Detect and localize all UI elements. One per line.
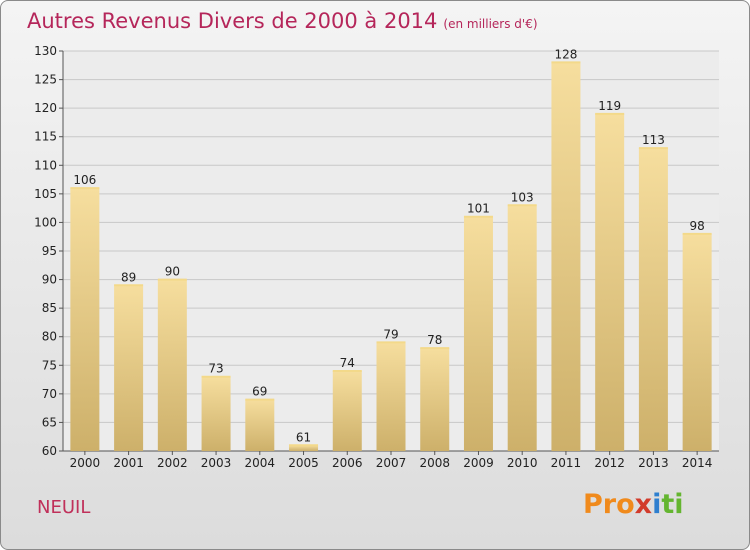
x-tick-label: 2001: [113, 456, 144, 470]
bar: [332, 371, 362, 451]
bar: [682, 233, 712, 451]
bar: [289, 445, 319, 451]
y-tick-label: 105: [34, 187, 57, 201]
y-tick-label: 100: [34, 215, 57, 229]
bar: [201, 376, 231, 451]
data-label: 106: [73, 173, 96, 187]
x-tick-label: 2005: [288, 456, 319, 470]
x-tick-label: 2009: [463, 456, 494, 470]
y-tick-label: 70: [42, 387, 57, 401]
x-tick-label: 2013: [638, 456, 669, 470]
logo-part-4: ti: [661, 489, 684, 520]
logo-part-2: x: [634, 489, 653, 520]
bar: [463, 216, 493, 451]
proxiti-logo: Proxiti: [583, 489, 684, 520]
y-tick-label: 85: [42, 301, 57, 315]
x-tick-label: 2011: [551, 456, 582, 470]
bar: [420, 348, 450, 451]
data-label: 103: [511, 190, 534, 204]
bar: [157, 279, 187, 451]
y-tick-label: 120: [34, 101, 57, 115]
y-tick-label: 125: [34, 73, 57, 87]
data-label: 78: [427, 333, 442, 347]
x-tick-label: 2000: [70, 456, 101, 470]
bar: [114, 285, 144, 451]
data-label: 69: [252, 385, 267, 399]
x-tick-label: 2007: [376, 456, 407, 470]
data-label: 128: [554, 47, 577, 61]
logo-part-3: i: [652, 489, 662, 520]
y-tick-label: 95: [42, 244, 57, 258]
chart-title: Autres Revenus Divers de 2000 à 2014 (en …: [27, 9, 538, 33]
y-tick-label: 60: [42, 444, 57, 458]
data-label: 113: [642, 133, 665, 147]
bar: [376, 342, 406, 451]
bar: [551, 62, 581, 452]
x-tick-label: 2010: [507, 456, 538, 470]
bar: [245, 399, 275, 451]
data-label: 90: [165, 265, 180, 279]
data-label: 119: [598, 99, 621, 113]
bar: [507, 205, 537, 451]
x-tick-label: 2008: [419, 456, 450, 470]
x-tick-label: 2012: [594, 456, 625, 470]
data-label: 74: [340, 356, 355, 370]
logo-part-1: Pro: [583, 489, 635, 520]
bar: [595, 113, 625, 451]
x-tick-label: 2003: [201, 456, 232, 470]
x-tick-label: 2006: [332, 456, 363, 470]
y-tick-label: 110: [34, 158, 57, 172]
data-label: 98: [689, 219, 704, 233]
data-label: 89: [121, 270, 136, 284]
x-tick-label: 2002: [157, 456, 188, 470]
bar: [70, 188, 100, 451]
y-tick-label: 130: [34, 44, 57, 58]
y-tick-label: 65: [42, 415, 57, 429]
chart-title-text: Autres Revenus Divers de 2000 à 2014: [27, 9, 438, 33]
x-tick-label: 2004: [245, 456, 276, 470]
chart-unit: (en milliers d'€): [443, 17, 538, 31]
y-tick-label: 90: [42, 273, 57, 287]
commune-name: NEUIL: [37, 497, 91, 518]
y-tick-label: 75: [42, 358, 57, 372]
data-label: 79: [383, 327, 398, 341]
bar: [638, 148, 668, 451]
x-tick-label: 2014: [682, 456, 713, 470]
data-label: 101: [467, 202, 490, 216]
y-tick-label: 80: [42, 330, 57, 344]
data-label: 61: [296, 430, 311, 444]
y-tick-label: 115: [34, 130, 57, 144]
data-label: 73: [208, 362, 223, 376]
